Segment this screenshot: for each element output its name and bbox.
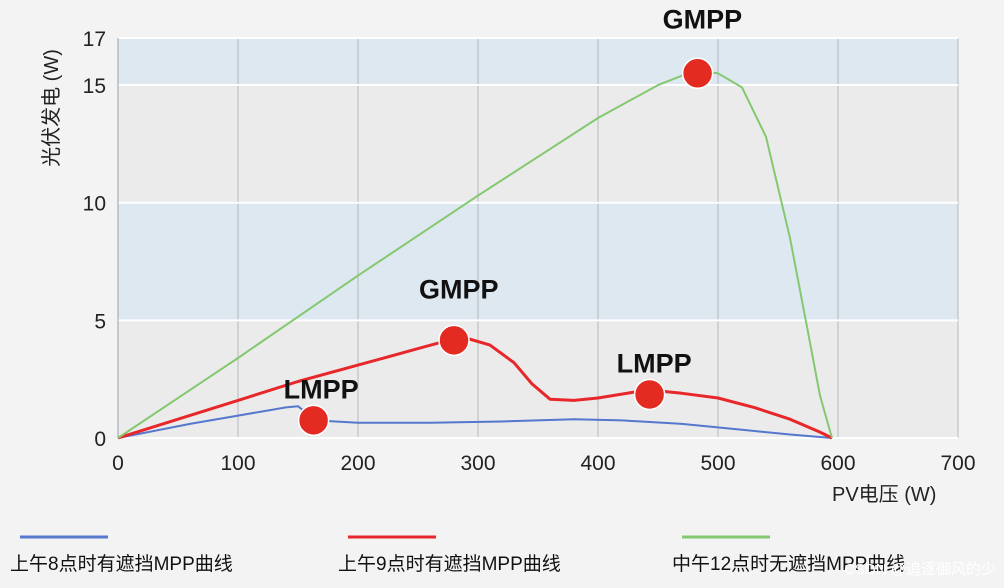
annotation-layer: LMPP GMPP LMPP GMPP: [284, 4, 743, 404]
point-marker: [681, 57, 714, 90]
x-tick-label: 300: [460, 452, 495, 475]
tick-labels: 0 100 200 300 400 500 600 700 0 5 10 15 17: [83, 28, 976, 475]
series-line: [117, 336, 833, 440]
point-annotation: LMPP: [284, 374, 359, 404]
legend: 上午8点时有遮挡MPP曲线 上午9点时有遮挡MPP曲线 中午12点时无遮挡MPP曲线: [10, 535, 905, 575]
point-marker: [438, 324, 470, 357]
point-annotation: GMPP: [663, 4, 743, 34]
y-tick-label: 15: [83, 75, 106, 98]
y-tick-label: 17: [83, 28, 106, 51]
background-bands: [118, 38, 958, 438]
grid-lines: [117, 37, 959, 439]
watermark-text: CSDN @追逐御风的少: [844, 561, 996, 578]
x-tick-label: 100: [220, 452, 255, 475]
marker-layer: [297, 57, 714, 437]
background-band: [118, 320, 958, 438]
background-band: [118, 202, 958, 321]
point-marker: [297, 404, 330, 437]
y-axis-title: 光伏发电 (W): [40, 49, 63, 167]
background-band: [118, 38, 958, 86]
point-annotation: LMPP: [617, 348, 692, 378]
legend-label: 中午12点时无遮挡MPP曲线: [672, 553, 905, 575]
point-annotation: GMPP: [419, 274, 499, 304]
legend-label: 上午8点时有遮挡MPP曲线: [10, 553, 233, 575]
point-marker: [633, 378, 666, 411]
x-tick-label: 200: [340, 452, 375, 475]
legend-label: 上午9点时有遮挡MPP曲线: [338, 553, 561, 575]
x-tick-label: 600: [820, 452, 855, 475]
x-tick-label: 700: [940, 452, 975, 475]
background-band: [118, 85, 958, 203]
y-tick-label: 10: [83, 193, 106, 216]
x-tick-label: 500: [700, 452, 735, 475]
x-axis-title: PV电压 (W): [832, 483, 936, 506]
x-tick-label: 0: [112, 452, 124, 475]
series-line: [117, 405, 833, 439]
y-tick-label: 5: [94, 310, 106, 333]
y-tick-label: 0: [94, 428, 106, 451]
x-tick-label: 400: [580, 452, 615, 475]
